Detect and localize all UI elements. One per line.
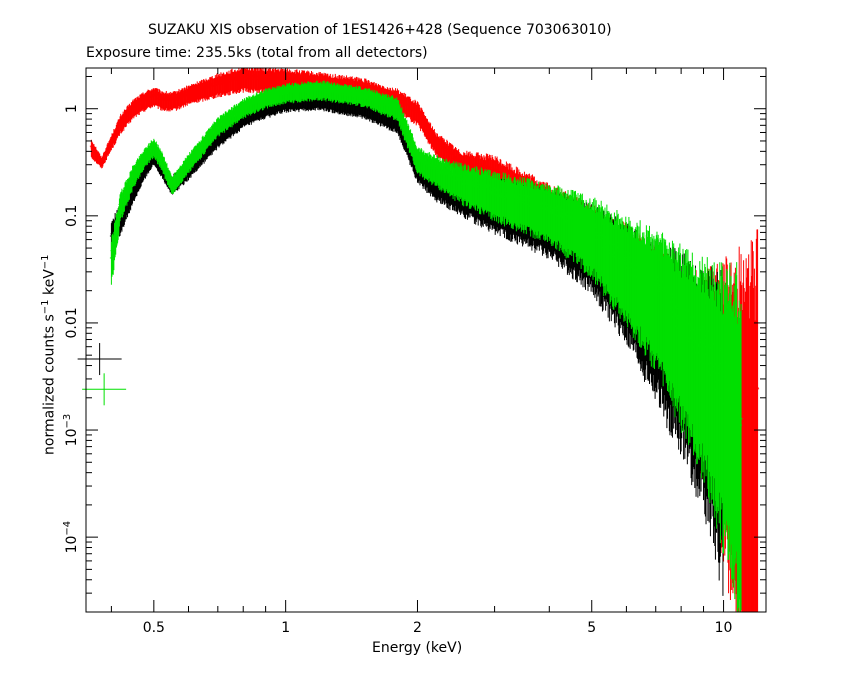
chart-subtitle: Exposure time: 235.5ks (total from all d…: [86, 45, 428, 61]
data-marks: [77, 68, 760, 612]
chart-title: SUZAKU XIS observation of 1ES1426+428 (S…: [148, 22, 612, 38]
series-2: [109, 80, 743, 612]
